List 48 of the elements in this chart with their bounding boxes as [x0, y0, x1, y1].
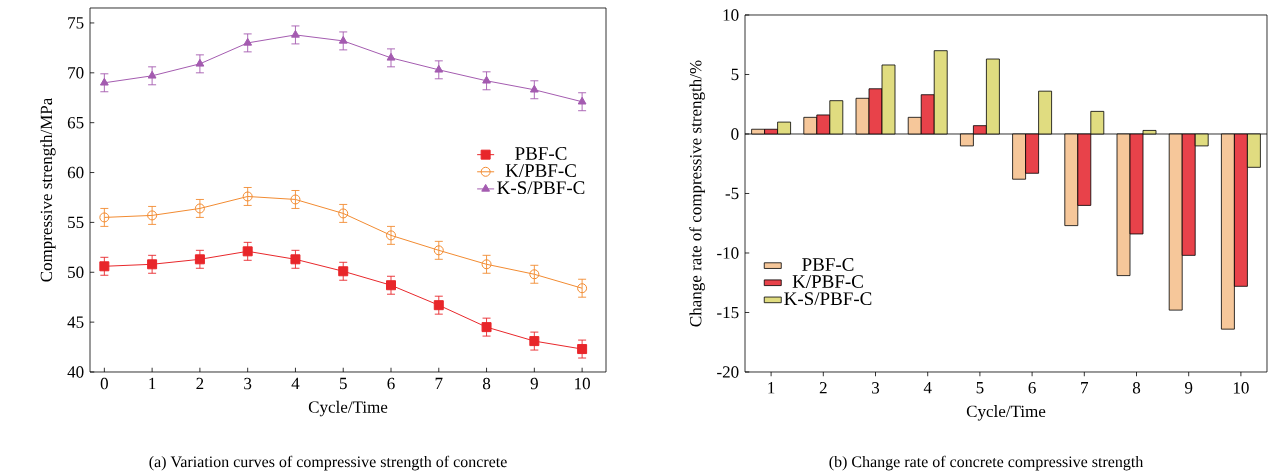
x-tick-label: 10	[575, 377, 590, 390]
x-tick-label: 3	[244, 377, 252, 390]
x-tick-label: 9	[1185, 382, 1193, 394]
x-tick-label: 9	[530, 377, 538, 390]
y-axis-title: Change rate of compressive strength/%	[689, 60, 705, 327]
legend-label: K/PBF-C	[505, 164, 576, 177]
x-axis-title: Cycle/Time	[308, 400, 388, 417]
y-tick-label: 5	[731, 68, 739, 81]
y-tick-label: 40	[67, 366, 84, 378]
y-tick-label: -10	[717, 247, 739, 259]
x-tick-label: 8	[1132, 382, 1141, 394]
y-tick-label: 75	[68, 17, 84, 29]
y-tick-label: -20	[717, 366, 739, 378]
y-tick-label: -15	[717, 306, 739, 319]
x-tick-label: 6	[1028, 382, 1036, 394]
x-tick-label: 2	[196, 377, 204, 390]
x-tick-label: 4	[291, 377, 300, 389]
x-tick-label: 1	[768, 382, 775, 394]
y-tick-label: 50	[68, 266, 84, 278]
y-tick-label: 45	[67, 316, 84, 328]
x-tick-label: 3	[872, 382, 880, 394]
x-axis-title: Cycle/Time	[966, 405, 1046, 421]
x-tick-label: 7	[435, 377, 443, 389]
x-tick-label: 5	[976, 382, 984, 394]
y-axis-title: Compressive strength/MPa	[40, 97, 56, 282]
legend-label: K-S/PBF-C	[497, 181, 585, 195]
x-tick-label: 10	[1233, 382, 1249, 394]
y-tick-label: 65	[67, 116, 84, 129]
y-tick-label: 60	[67, 166, 84, 179]
legend-label: K-S/PBF-C	[784, 292, 872, 306]
y-tick-label: -5	[725, 187, 739, 200]
x-tick-label: 6	[387, 377, 395, 390]
x-tick-label: 1	[149, 377, 156, 390]
x-tick-label: 7	[1081, 382, 1089, 394]
y-tick-label: 10	[723, 9, 739, 21]
y-tick-label: 55	[68, 216, 84, 229]
legend-label: PBF-C	[515, 147, 567, 160]
x-tick-label: 8	[482, 377, 491, 390]
y-tick-label: 70	[68, 67, 84, 79]
x-tick-label: 4	[923, 382, 932, 394]
x-tick-label: 2	[819, 382, 827, 394]
text: (b) Change rate of concrete compressive strength	[829, 455, 1144, 471]
x-tick-label: 5	[339, 377, 347, 390]
text: (a) Variation curves of compressive strength of concrete	[149, 455, 507, 471]
legend-label: K/PBF-C	[792, 275, 863, 288]
legend-label: PBF-C	[802, 258, 854, 271]
x-tick-label: 0	[100, 377, 108, 390]
y-tick-label: 0	[731, 128, 739, 140]
